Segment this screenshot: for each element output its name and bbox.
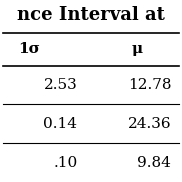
Text: 24.36: 24.36 (128, 117, 171, 131)
Text: 12.78: 12.78 (128, 78, 171, 92)
Text: 9.84: 9.84 (137, 156, 171, 170)
Text: 0.14: 0.14 (43, 117, 77, 131)
Text: 1σ: 1σ (18, 42, 39, 56)
Text: μ: μ (132, 42, 143, 56)
Text: nce Interval at: nce Interval at (17, 6, 165, 24)
Text: 2.53: 2.53 (44, 78, 77, 92)
Text: .10: .10 (53, 156, 77, 170)
